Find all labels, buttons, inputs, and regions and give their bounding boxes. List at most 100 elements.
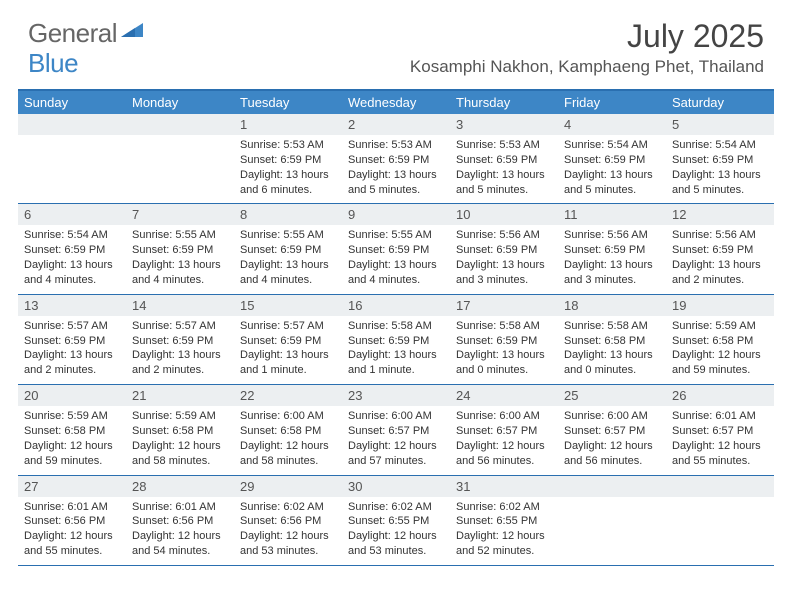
sunset-text: Sunset: 6:59 PM bbox=[240, 334, 336, 349]
sunrise-text: Sunrise: 5:58 AM bbox=[456, 319, 552, 334]
daylight-text: Daylight: 12 hours and 56 minutes. bbox=[456, 439, 552, 469]
day-details: Sunrise: 5:53 AMSunset: 6:59 PMDaylight:… bbox=[450, 135, 558, 197]
sunrise-text: Sunrise: 5:53 AM bbox=[456, 138, 552, 153]
sunset-text: Sunset: 6:59 PM bbox=[132, 334, 228, 349]
logo-triangle-icon bbox=[121, 19, 143, 42]
week-2-daynum-row: 13141516171819 bbox=[18, 295, 774, 316]
day-cell: Sunrise: 5:56 AMSunset: 6:59 PMDaylight:… bbox=[450, 225, 558, 293]
day-details: Sunrise: 6:02 AMSunset: 6:55 PMDaylight:… bbox=[450, 497, 558, 559]
day-details: Sunrise: 5:57 AMSunset: 6:59 PMDaylight:… bbox=[234, 316, 342, 378]
day-header-monday: Monday bbox=[126, 91, 234, 114]
day-number: 22 bbox=[234, 385, 342, 406]
day-number: 24 bbox=[450, 385, 558, 406]
day-header-thursday: Thursday bbox=[450, 91, 558, 114]
day-details: Sunrise: 5:59 AMSunset: 6:58 PMDaylight:… bbox=[18, 406, 126, 468]
sunrise-text: Sunrise: 6:01 AM bbox=[132, 500, 228, 515]
day-details: Sunrise: 5:57 AMSunset: 6:59 PMDaylight:… bbox=[126, 316, 234, 378]
day-header-saturday: Saturday bbox=[666, 91, 774, 114]
day-cell: Sunrise: 5:59 AMSunset: 6:58 PMDaylight:… bbox=[18, 406, 126, 474]
day-cell: Sunrise: 5:58 AMSunset: 6:58 PMDaylight:… bbox=[558, 316, 666, 384]
day-cell: Sunrise: 6:02 AMSunset: 6:56 PMDaylight:… bbox=[234, 497, 342, 565]
sunrise-text: Sunrise: 6:02 AM bbox=[240, 500, 336, 515]
daylight-text: Daylight: 12 hours and 58 minutes. bbox=[240, 439, 336, 469]
day-details: Sunrise: 6:00 AMSunset: 6:57 PMDaylight:… bbox=[558, 406, 666, 468]
day-number: 1 bbox=[234, 114, 342, 135]
sunrise-text: Sunrise: 5:57 AM bbox=[132, 319, 228, 334]
day-details: Sunrise: 6:01 AMSunset: 6:56 PMDaylight:… bbox=[126, 497, 234, 559]
day-cell: Sunrise: 5:53 AMSunset: 6:59 PMDaylight:… bbox=[234, 135, 342, 203]
daylight-text: Daylight: 12 hours and 58 minutes. bbox=[132, 439, 228, 469]
day-cell bbox=[666, 497, 774, 565]
day-number: 13 bbox=[18, 295, 126, 316]
daylight-text: Daylight: 12 hours and 54 minutes. bbox=[132, 529, 228, 559]
sunrise-text: Sunrise: 6:01 AM bbox=[24, 500, 120, 515]
sunset-text: Sunset: 6:59 PM bbox=[672, 153, 768, 168]
day-details: Sunrise: 5:56 AMSunset: 6:59 PMDaylight:… bbox=[450, 225, 558, 287]
day-details: Sunrise: 6:00 AMSunset: 6:58 PMDaylight:… bbox=[234, 406, 342, 468]
day-details: Sunrise: 5:54 AMSunset: 6:59 PMDaylight:… bbox=[18, 225, 126, 287]
day-number: 10 bbox=[450, 204, 558, 225]
daylight-text: Daylight: 13 hours and 0 minutes. bbox=[456, 348, 552, 378]
day-header-friday: Friday bbox=[558, 91, 666, 114]
day-number: 23 bbox=[342, 385, 450, 406]
sunset-text: Sunset: 6:59 PM bbox=[132, 243, 228, 258]
day-details: Sunrise: 5:54 AMSunset: 6:59 PMDaylight:… bbox=[558, 135, 666, 197]
sunrise-text: Sunrise: 6:01 AM bbox=[672, 409, 768, 424]
day-number bbox=[558, 476, 666, 497]
sunrise-text: Sunrise: 5:59 AM bbox=[24, 409, 120, 424]
day-header-row: SundayMondayTuesdayWednesdayThursdayFrid… bbox=[18, 91, 774, 114]
daylight-text: Daylight: 12 hours and 59 minutes. bbox=[24, 439, 120, 469]
sunset-text: Sunset: 6:59 PM bbox=[24, 334, 120, 349]
daylight-text: Daylight: 13 hours and 2 minutes. bbox=[132, 348, 228, 378]
day-cell: Sunrise: 5:54 AMSunset: 6:59 PMDaylight:… bbox=[666, 135, 774, 203]
day-number: 6 bbox=[18, 204, 126, 225]
day-number bbox=[18, 114, 126, 135]
day-details: Sunrise: 5:56 AMSunset: 6:59 PMDaylight:… bbox=[558, 225, 666, 287]
day-number: 31 bbox=[450, 476, 558, 497]
sunset-text: Sunset: 6:58 PM bbox=[672, 334, 768, 349]
sunset-text: Sunset: 6:59 PM bbox=[672, 243, 768, 258]
day-number: 26 bbox=[666, 385, 774, 406]
daylight-text: Daylight: 13 hours and 2 minutes. bbox=[672, 258, 768, 288]
daylight-text: Daylight: 13 hours and 5 minutes. bbox=[348, 168, 444, 198]
day-details: Sunrise: 5:55 AMSunset: 6:59 PMDaylight:… bbox=[342, 225, 450, 287]
sunset-text: Sunset: 6:57 PM bbox=[672, 424, 768, 439]
sunrise-text: Sunrise: 5:56 AM bbox=[564, 228, 660, 243]
logo-text-general: General bbox=[28, 18, 117, 49]
sunrise-text: Sunrise: 5:55 AM bbox=[240, 228, 336, 243]
sunrise-text: Sunrise: 6:00 AM bbox=[564, 409, 660, 424]
week-1: Sunrise: 5:54 AMSunset: 6:59 PMDaylight:… bbox=[18, 225, 774, 294]
sunset-text: Sunset: 6:55 PM bbox=[456, 514, 552, 529]
daylight-text: Daylight: 12 hours and 57 minutes. bbox=[348, 439, 444, 469]
sunset-text: Sunset: 6:59 PM bbox=[240, 153, 336, 168]
day-header-sunday: Sunday bbox=[18, 91, 126, 114]
sunset-text: Sunset: 6:59 PM bbox=[348, 243, 444, 258]
day-cell: Sunrise: 6:00 AMSunset: 6:57 PMDaylight:… bbox=[450, 406, 558, 474]
sunrise-text: Sunrise: 5:54 AM bbox=[24, 228, 120, 243]
sunset-text: Sunset: 6:58 PM bbox=[132, 424, 228, 439]
daylight-text: Daylight: 13 hours and 3 minutes. bbox=[564, 258, 660, 288]
day-cell: Sunrise: 6:01 AMSunset: 6:57 PMDaylight:… bbox=[666, 406, 774, 474]
day-details: Sunrise: 5:55 AMSunset: 6:59 PMDaylight:… bbox=[234, 225, 342, 287]
day-details: Sunrise: 5:58 AMSunset: 6:59 PMDaylight:… bbox=[342, 316, 450, 378]
sunset-text: Sunset: 6:58 PM bbox=[240, 424, 336, 439]
day-number: 18 bbox=[558, 295, 666, 316]
day-number: 8 bbox=[234, 204, 342, 225]
daylight-text: Daylight: 13 hours and 4 minutes. bbox=[240, 258, 336, 288]
day-cell: Sunrise: 5:56 AMSunset: 6:59 PMDaylight:… bbox=[666, 225, 774, 293]
logo-text-blue: Blue bbox=[28, 48, 78, 78]
day-number: 12 bbox=[666, 204, 774, 225]
sunrise-text: Sunrise: 5:59 AM bbox=[672, 319, 768, 334]
day-cell: Sunrise: 5:58 AMSunset: 6:59 PMDaylight:… bbox=[450, 316, 558, 384]
week-3: Sunrise: 5:59 AMSunset: 6:58 PMDaylight:… bbox=[18, 406, 774, 475]
sunrise-text: Sunrise: 5:54 AM bbox=[564, 138, 660, 153]
day-details: Sunrise: 6:01 AMSunset: 6:57 PMDaylight:… bbox=[666, 406, 774, 468]
logo: General bbox=[28, 18, 145, 49]
day-number bbox=[666, 476, 774, 497]
sunset-text: Sunset: 6:59 PM bbox=[564, 243, 660, 258]
daylight-text: Daylight: 13 hours and 5 minutes. bbox=[456, 168, 552, 198]
sunrise-text: Sunrise: 6:00 AM bbox=[348, 409, 444, 424]
daylight-text: Daylight: 13 hours and 5 minutes. bbox=[672, 168, 768, 198]
day-details: Sunrise: 5:57 AMSunset: 6:59 PMDaylight:… bbox=[18, 316, 126, 378]
sunset-text: Sunset: 6:59 PM bbox=[456, 243, 552, 258]
